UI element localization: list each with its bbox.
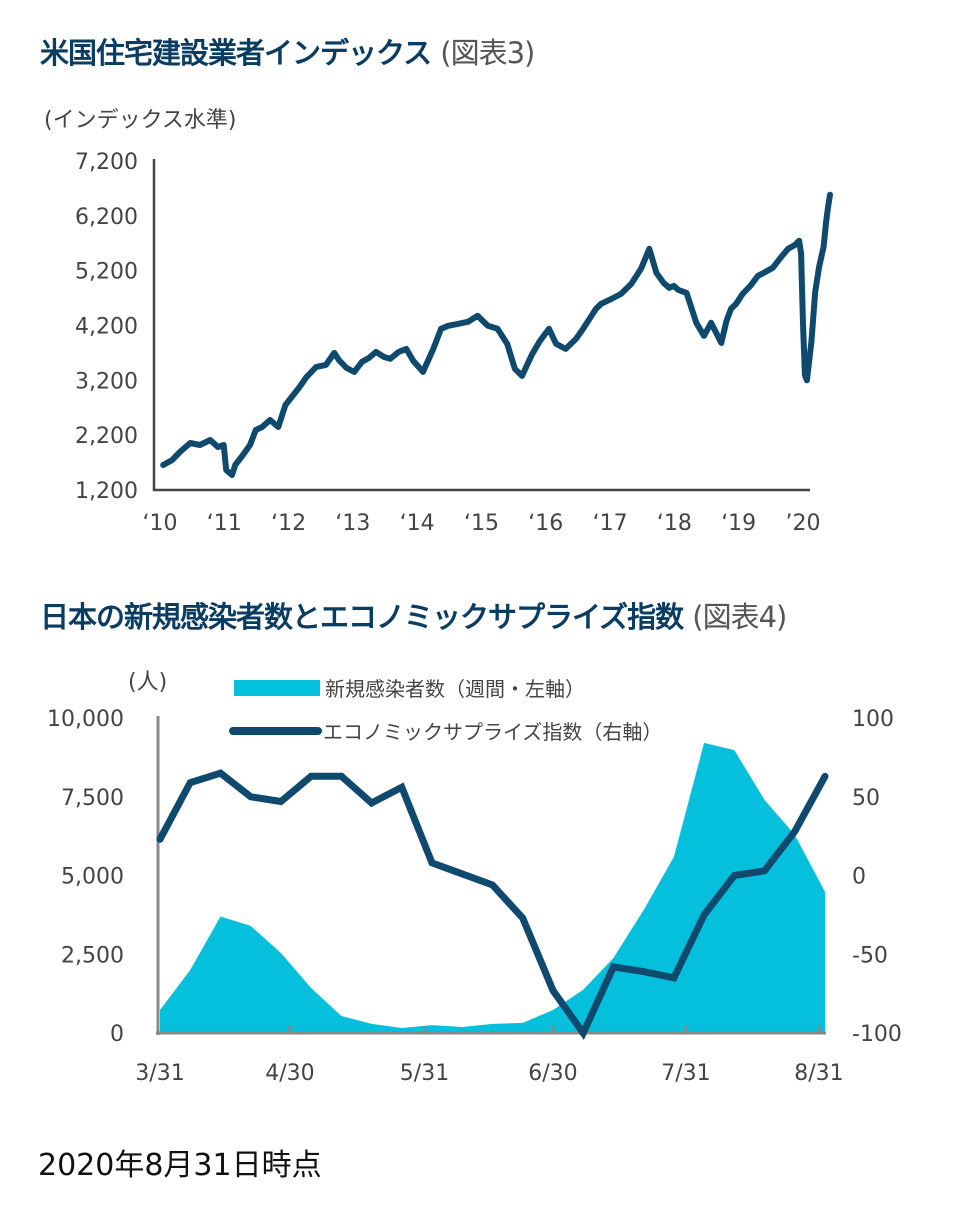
chart1-x-tick-label: ‘10: [143, 511, 178, 536]
chart2-title-ref: (図表4): [692, 600, 787, 634]
chart2-svg: 10,000 7,500 5,000 2,500 0 100 50 0 -50 -100 3/3…: [47, 677, 902, 1086]
chart1-y-tick-label: 5,200: [75, 260, 138, 285]
chart1-x-tick-label: ‘18: [657, 511, 692, 536]
chart1-x-tick-label: ‘17: [593, 511, 628, 536]
chart2-x-ticks: 3/31 4/30 5/31 6/30 7/31 8/31: [135, 1061, 843, 1086]
chart1-y-tick-label: 7,200: [75, 150, 138, 175]
chart2-left-ticks: 10,000 7,500 5,000 2,500 0: [47, 707, 124, 1047]
chart2-line-series: [156, 769, 829, 1040]
chart2-right-tick-label: -50: [852, 943, 888, 968]
chart2-title-text: 日本の新規感染者数とエコノミックサプライズ指数: [40, 600, 684, 634]
chart1-x-ticks: ‘10 ‘11 ‘12 ‘13 ‘14 ‘15 ‘16 ‘17 ‘18 ‘19 ’20: [143, 511, 821, 536]
footnote: 2020年8月31日時点: [38, 1148, 322, 1183]
chart2-left-tick-label: 7,500: [61, 786, 124, 811]
chart2-x-tick-label: 7/31: [661, 1061, 710, 1086]
chart1-index-line: [160, 191, 833, 478]
chart2-x-tick-marks: [288, 1026, 821, 1034]
legend-area-label: 新規感染者数（週間・左軸）: [325, 677, 585, 701]
chart1-x-tick-label: ’20: [786, 511, 821, 536]
chart2-unit-label: (人): [128, 670, 168, 695]
chart1-y-tick-label: 4,200: [75, 315, 138, 340]
chart1-x-tick-label: ‘14: [400, 511, 435, 536]
chart2-x-tick-label: 5/31: [400, 1061, 449, 1086]
chart1-x-tick-label: ‘15: [464, 511, 499, 536]
chart1-y-tick-label: 3,200: [75, 369, 138, 394]
chart2-right-tick-label: -100: [852, 1022, 902, 1047]
chart1-x-tick-label: ‘13: [335, 511, 370, 536]
chart2-left-tick-label: 0: [110, 1022, 124, 1047]
chart2-infections-area: [160, 742, 825, 1033]
chart2-legend: 新規感染者数（週間・左軸） エコノミックサプライズ指数（右軸）: [229, 677, 662, 744]
chart2-surprise-line: [156, 769, 829, 1040]
legend-area-swatch: [234, 680, 320, 696]
chart2-right-ticks: 100 50 0 -50 -100: [852, 707, 902, 1047]
chart1-x-tick-label: ‘16: [528, 511, 563, 536]
chart2-right-tick-label: 0: [852, 865, 866, 890]
chart1-title-text: 米国住宅建設業者インデックス: [40, 36, 432, 70]
chart2-x-tick-label: 8/31: [794, 1061, 843, 1086]
chart1-y-ticks: 7,200 6,200 5,200 4,200 3,200 2,200 1,200: [75, 150, 138, 504]
chart2-title: 日本の新規感染者数とエコノミックサプライズ指数 (図表4): [40, 594, 787, 636]
chart1-title: 米国住宅建設業者インデックス (図表3): [40, 30, 535, 72]
chart2-x-tick-label: 6/30: [528, 1061, 577, 1086]
legend-line-label: エコノミックサプライズ指数（右軸）: [323, 720, 662, 744]
chart1-x-tick-label: ‘12: [271, 511, 306, 536]
chart2-x-tick-label: 4/30: [265, 1061, 314, 1086]
chart1-y-tick-label: 6,200: [75, 205, 138, 230]
chart2-area-series: [160, 742, 825, 1033]
chart1-y-tick-label: 1,200: [75, 479, 138, 504]
chart2-left-tick-label: 5,000: [61, 865, 124, 890]
chart1-x-tick-label: ‘19: [721, 511, 756, 536]
chart2-x-tick-label: 3/31: [135, 1061, 184, 1086]
chart1-x-tick-label: ‘11: [207, 511, 242, 536]
chart1-y-tick-label: 2,200: [75, 424, 138, 449]
chart2-left-tick-label: 10,000: [47, 707, 124, 732]
chart1-series: [160, 191, 833, 478]
chart1-title-ref: (図表3): [440, 36, 535, 70]
chart2-right-tick-label: 50: [852, 786, 880, 811]
chart1-unit-label: (インデックス水準): [44, 108, 237, 133]
chart2-right-tick-label: 100: [852, 707, 894, 732]
chart2-left-tick-label: 2,500: [61, 943, 124, 968]
